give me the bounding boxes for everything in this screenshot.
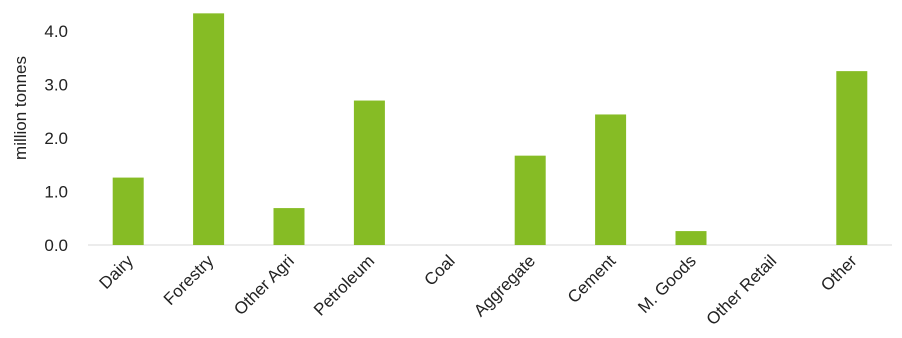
x-tick-label: Petroleum [310, 251, 378, 319]
bar-other [836, 71, 868, 245]
x-tick-label: Aggregate [470, 251, 539, 320]
bar-m-goods [675, 231, 707, 245]
y-tick-label: 4.0 [44, 22, 68, 41]
x-tick-label: Cement [564, 251, 620, 307]
bar-petroleum [353, 100, 385, 245]
y-axis-title: million tonnes [11, 56, 30, 160]
x-tick-label: Dairy [96, 251, 138, 293]
y-axis: 0.0 1.0 2.0 3.0 4.0 [44, 22, 68, 255]
bars [112, 13, 868, 246]
x-tick-label: Forestry [160, 251, 218, 309]
y-tick-label: 3.0 [44, 76, 68, 95]
x-tick-label: Other [817, 251, 861, 295]
x-tick-label: Coal [420, 251, 458, 289]
y-tick-label: 0.0 [44, 236, 68, 255]
x-tick-label: Other Agri [230, 251, 298, 319]
x-axis-labels: Dairy Forestry Other Agri Petroleum Coal Aggr… [96, 251, 861, 329]
y-tick-label: 2.0 [44, 129, 68, 148]
bar-forestry [193, 13, 225, 245]
x-tick-label: M. Goods [634, 251, 700, 317]
bar-dairy [112, 177, 144, 245]
bar-aggregate [514, 155, 546, 245]
x-tick-label: Other Retail [703, 251, 781, 329]
y-tick-label: 1.0 [44, 183, 68, 202]
bar-other-agri [273, 208, 305, 245]
bar-cement [595, 114, 627, 246]
